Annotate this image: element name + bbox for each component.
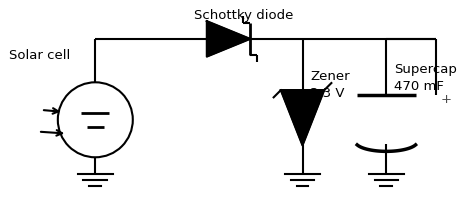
Text: +: + (441, 93, 452, 106)
Text: Schottky diode: Schottky diode (193, 9, 293, 22)
Polygon shape (207, 21, 250, 57)
Text: Supercap
470 mF: Supercap 470 mF (394, 63, 457, 93)
Text: Zener
3.3 V: Zener 3.3 V (310, 70, 350, 100)
Polygon shape (281, 90, 324, 145)
Text: Solar cell: Solar cell (9, 49, 71, 62)
